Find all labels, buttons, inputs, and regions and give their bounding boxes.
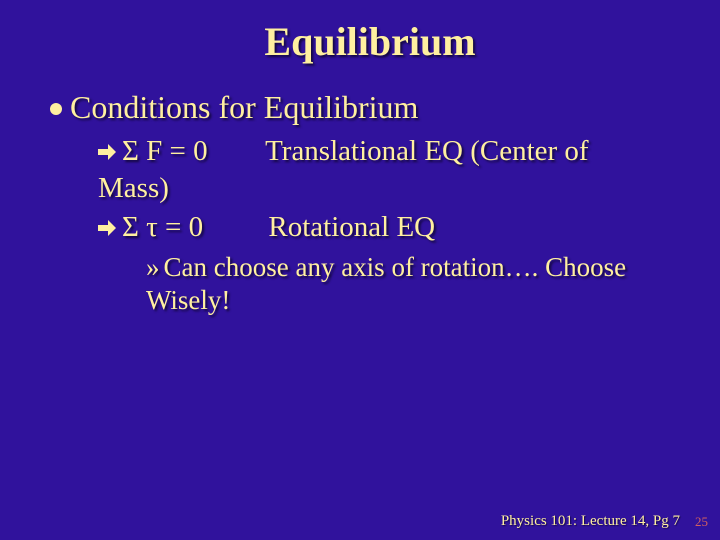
level1-text: Conditions for Equilibrium	[70, 89, 418, 125]
arrow-right-icon	[98, 134, 116, 169]
item1-text-line2: Mass)	[98, 172, 169, 204]
bullet-level2-item2: Σ τ = 0 Rotational EQ	[98, 210, 690, 247]
bullet-level2-item1: Σ F = 0 Translational EQ (Center of Mass…	[98, 134, 690, 206]
footer-text: Physics 101: Lecture 14, Pg 7	[501, 513, 680, 530]
item2-text: Σ τ = 0 Rotational EQ	[122, 211, 435, 243]
bullet-level3: »Can choose any axis of rotation…. Choos…	[146, 251, 690, 316]
raquo-icon: »	[146, 252, 160, 282]
item1-text-line1: Σ F = 0 Translational EQ (Center of	[122, 135, 589, 167]
bullet-dot-icon	[50, 103, 62, 115]
slide: Equilibrium Conditions for Equilibrium Σ…	[0, 0, 720, 540]
sub-text-line1: Can choose any axis of rotation…. Choose	[164, 252, 627, 282]
bullet-level1: Conditions for Equilibrium	[50, 89, 690, 126]
slide-title: Equilibrium	[50, 18, 690, 65]
timestamp-text: 25	[695, 514, 708, 530]
sub-text-line2: Wisely!	[146, 285, 230, 315]
arrow-right-icon	[98, 210, 116, 245]
